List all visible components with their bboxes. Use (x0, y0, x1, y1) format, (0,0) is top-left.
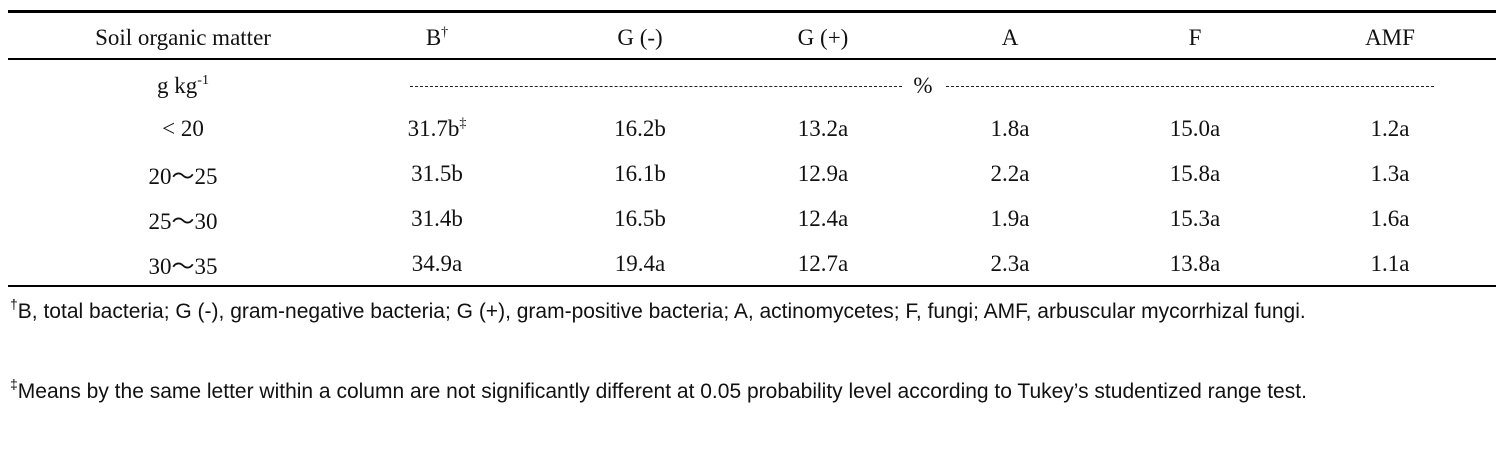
header-text: G (+) (797, 25, 849, 50)
table-cell: 15.8a (1170, 161, 1220, 187)
table-cell: 1.3a (1371, 161, 1410, 187)
cell-text: 2.3a (990, 251, 1030, 276)
table-cell: 16.1b (614, 161, 666, 187)
cell-text: 34.9a (411, 251, 463, 276)
table-cell: 2.3a (991, 251, 1030, 277)
cell-text: 31.5b (411, 161, 463, 186)
cell-text: 12.7a (797, 251, 849, 276)
cell-text: 13.8a (1169, 251, 1221, 276)
table-cell: 16.2b (614, 116, 666, 142)
cell-text: 1.1a (1370, 251, 1410, 276)
cell-text: 16.2b (614, 116, 666, 141)
header-text: B (425, 25, 442, 50)
table-cell: 19.4a (615, 251, 665, 277)
cell-text: 16.5b (614, 206, 666, 231)
footnote-mark: ‡ (459, 116, 467, 131)
table-cell: 31.4b (411, 206, 463, 232)
table-cell: 15.3a (1170, 206, 1220, 232)
table-cell: < 20 (162, 116, 204, 142)
cell-text: 1.2a (1370, 116, 1410, 141)
table-cell: 16.5b (614, 206, 666, 232)
table-cell: 34.9a (412, 251, 462, 277)
table-cell: 12.9a (798, 161, 848, 187)
table-cell: 1.1a (1371, 251, 1410, 277)
units-exponent: -1 (197, 73, 209, 88)
cell-text: 1.3a (1370, 161, 1410, 186)
dashed-span (946, 86, 1434, 87)
table-cell: 12.7a (798, 251, 848, 277)
header-text: F (1188, 25, 1202, 50)
table-cell: 20～25 (149, 157, 218, 191)
header-cell: F (1189, 25, 1202, 51)
cell-text: 31.7b (407, 116, 460, 141)
footnote-text: B, total bacteria; G (-), gram-negative … (17, 300, 1306, 323)
header-cell: AMF (1365, 25, 1415, 51)
footnote: †B, total bacteria; G (-), gram-negative… (10, 292, 1496, 332)
header-text: A (1001, 25, 1019, 50)
units-cell: g kg-1 (157, 73, 209, 99)
cell-text: 16.1b (614, 161, 666, 186)
cell-text: 15.8a (1169, 161, 1221, 186)
table-cell: 1.9a (991, 206, 1030, 232)
cell-text: 12.9a (797, 161, 849, 186)
top-rule (8, 10, 1496, 13)
footnote-symbol: ‡ (10, 376, 18, 392)
footnote-text: Means by the same letter within a column… (17, 380, 1307, 403)
bottom-rule (8, 285, 1496, 287)
cell-text: 1.9a (990, 206, 1030, 231)
cell-text: 1.8a (990, 116, 1030, 141)
table-cell: 13.2a (798, 116, 848, 142)
cell-text: 15.0a (1169, 116, 1221, 141)
cell-text: 12.4a (797, 206, 849, 231)
header-cell: B† (426, 25, 448, 51)
header-text: Soil organic matter (95, 25, 271, 50)
footnote-symbol: † (10, 296, 18, 312)
cell-text: 1.6a (1370, 206, 1410, 231)
table-cell: 30～35 (149, 247, 218, 281)
cell-text: 20～25 (148, 164, 218, 189)
table-cell: 2.2a (991, 161, 1030, 187)
dashed-span (410, 86, 902, 87)
table-cell: 31.5b (411, 161, 463, 187)
table-cell: 1.6a (1371, 206, 1410, 232)
header-cell: Soil organic matter (95, 25, 271, 51)
cell-text: 2.2a (990, 161, 1030, 186)
cell-text: 19.4a (614, 251, 666, 276)
units-value: % (913, 73, 933, 98)
header-text: G (-) (617, 25, 663, 50)
table-cell: 1.8a (991, 116, 1030, 142)
units-label: g kg (157, 73, 198, 98)
header-cell: A (1002, 25, 1019, 51)
cell-text: 15.3a (1169, 206, 1221, 231)
table-cell: 12.4a (798, 206, 848, 232)
cell-text: 31.4b (411, 206, 463, 231)
table-cell: 25～30 (149, 202, 218, 236)
cell-text: 13.2a (797, 116, 849, 141)
header-text: AMF (1365, 25, 1415, 50)
table-cell: 31.7b‡ (408, 116, 467, 142)
cell-text: < 20 (162, 116, 204, 141)
cell-text: 30～35 (148, 254, 218, 279)
header-cell: G (+) (798, 25, 849, 51)
table-cell: 1.2a (1371, 116, 1410, 142)
header-cell: G (-) (617, 25, 662, 51)
footnote: ‡Means by the same letter within a colum… (10, 372, 1496, 412)
header-rule (8, 58, 1496, 60)
footnote-mark: † (441, 25, 449, 40)
table-cell: 15.0a (1170, 116, 1220, 142)
cell-text: 25～30 (148, 209, 218, 234)
table-cell: 13.8a (1170, 251, 1220, 277)
